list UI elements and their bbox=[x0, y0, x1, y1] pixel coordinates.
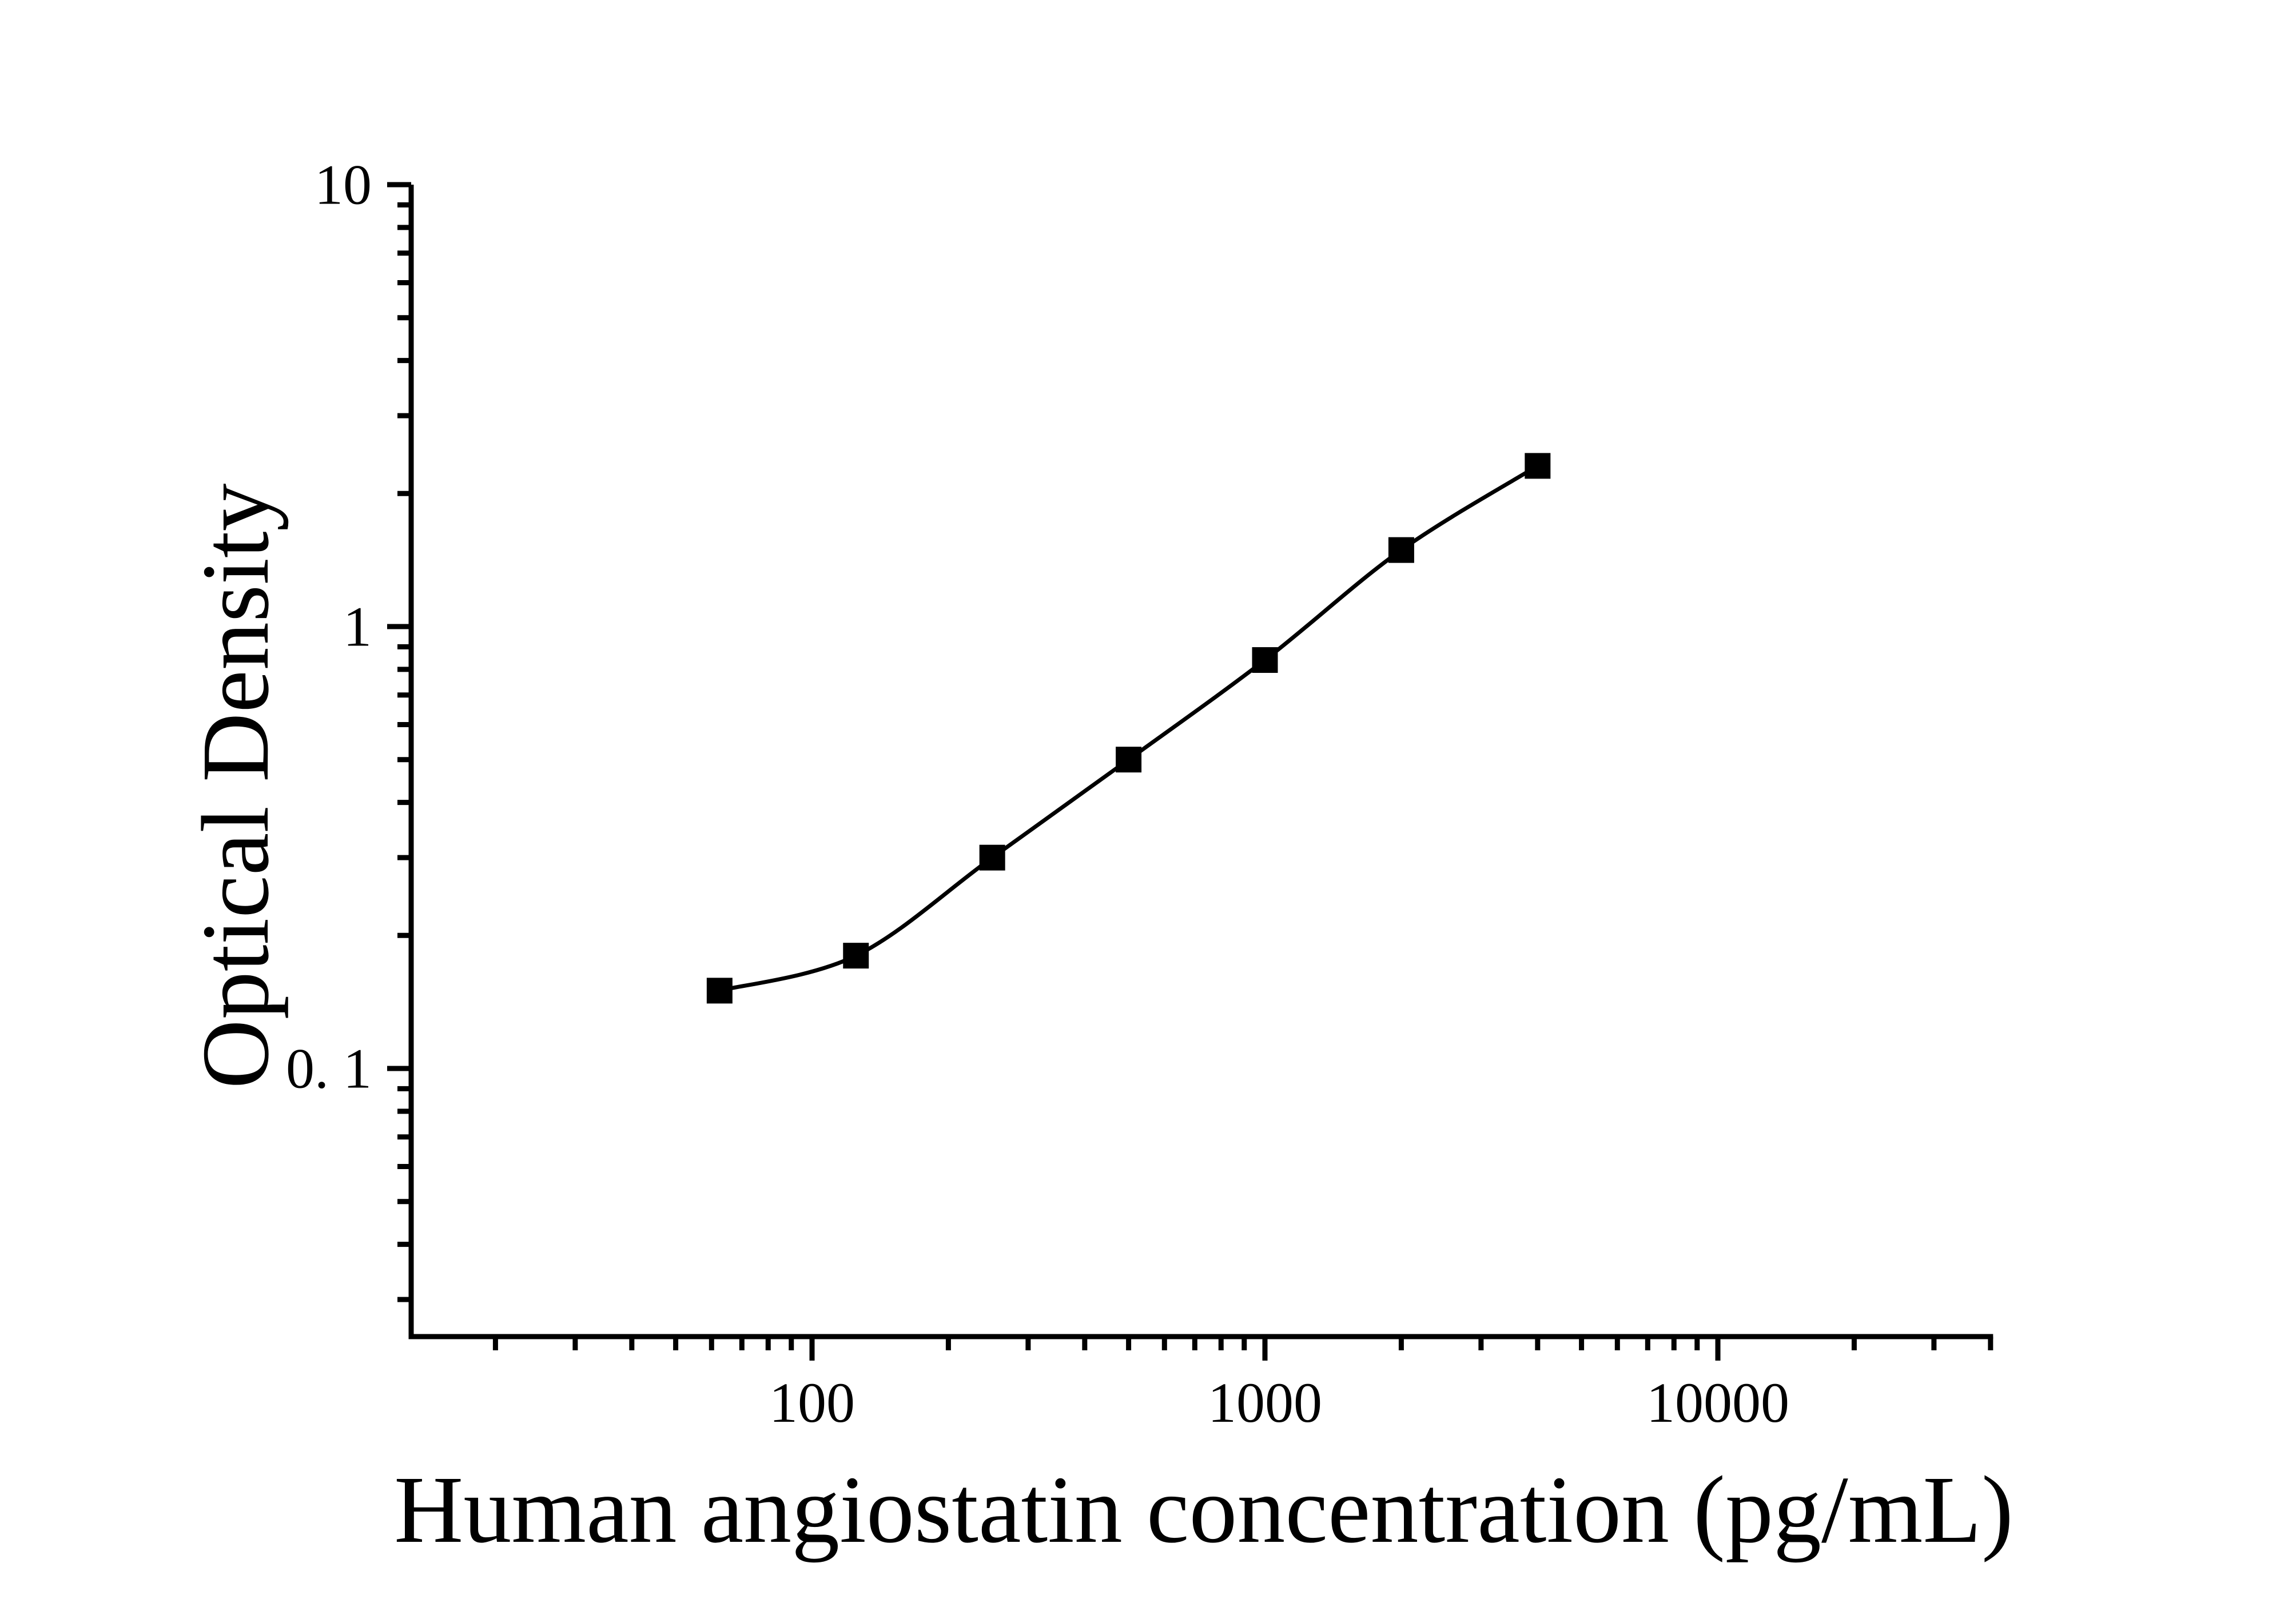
x-axis-major-ticks bbox=[809, 1337, 1721, 1361]
data-point-square bbox=[1252, 647, 1278, 673]
y-axis-title: Optical Density bbox=[182, 483, 289, 1088]
data-point-square bbox=[1388, 537, 1414, 563]
x-tick-label: 10000 bbox=[1646, 1371, 1789, 1434]
x-tick-label: 1000 bbox=[1208, 1371, 1322, 1434]
y-tick-label: 10 bbox=[315, 153, 372, 217]
data-point-square bbox=[706, 978, 733, 1004]
x-axis-tick-labels: 100 1000 10000 bbox=[769, 1371, 1789, 1434]
data-point-markers bbox=[706, 453, 1551, 1004]
x-tick-label: 100 bbox=[769, 1371, 855, 1434]
data-point-square bbox=[843, 943, 869, 969]
y-tick-label: 0. 1 bbox=[286, 1037, 372, 1100]
data-point-square bbox=[979, 844, 1005, 871]
y-axis-major-ticks bbox=[387, 182, 411, 1071]
y-tick-label: 1 bbox=[343, 595, 372, 659]
x-axis-title: Human angiostatin concentration (pg/mL) bbox=[394, 1457, 2014, 1563]
y-axis-tick-labels: 10 1 0. 1 bbox=[286, 153, 372, 1100]
data-point-square bbox=[1525, 453, 1551, 479]
fitted-standard-curve bbox=[719, 464, 1539, 993]
data-point-square bbox=[1116, 747, 1142, 773]
